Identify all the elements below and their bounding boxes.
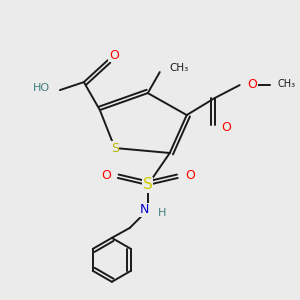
Text: O: O [248, 78, 257, 91]
Text: CH₃: CH₃ [278, 79, 296, 89]
Text: CH₃: CH₃ [170, 63, 189, 73]
Text: O: O [222, 121, 232, 134]
Text: HO: HO [33, 83, 50, 93]
Text: H: H [158, 208, 166, 218]
Text: O: O [109, 49, 119, 62]
Text: O: O [101, 169, 111, 182]
Text: S: S [111, 142, 119, 154]
Text: N: N [140, 203, 149, 216]
Text: S: S [143, 177, 153, 192]
Text: O: O [185, 169, 195, 182]
